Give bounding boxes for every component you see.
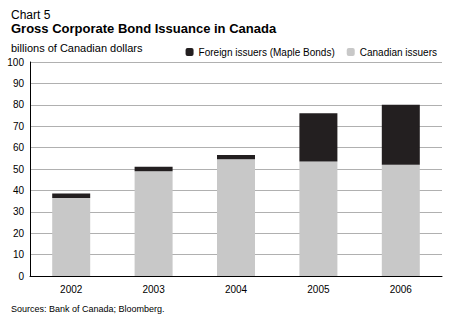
svg-text:40: 40 xyxy=(13,185,25,196)
svg-text:30: 30 xyxy=(13,206,25,217)
svg-text:Sources: Bank of Canada; Bloom: Sources: Bank of Canada; Bloomberg. xyxy=(11,304,165,314)
svg-text:20: 20 xyxy=(13,228,25,239)
svg-text:Foreign issuers (Maple Bonds): Foreign issuers (Maple Bonds) xyxy=(199,47,335,58)
svg-text:2005: 2005 xyxy=(307,284,330,295)
svg-text:50: 50 xyxy=(13,164,25,175)
svg-text:2006: 2006 xyxy=(390,284,413,295)
svg-text:2003: 2003 xyxy=(142,284,165,295)
svg-text:70: 70 xyxy=(13,121,25,132)
svg-text:2004: 2004 xyxy=(225,284,248,295)
svg-text:billions of Canadian dollars: billions of Canadian dollars xyxy=(11,42,143,54)
svg-text:90: 90 xyxy=(13,78,25,89)
svg-text:10: 10 xyxy=(13,249,25,260)
svg-text:Canadian issuers: Canadian issuers xyxy=(360,47,437,58)
svg-text:60: 60 xyxy=(13,142,25,153)
svg-text:2002: 2002 xyxy=(60,284,83,295)
svg-text:Chart 5: Chart 5 xyxy=(11,8,51,22)
svg-text:80: 80 xyxy=(13,99,25,110)
svg-text:100: 100 xyxy=(7,57,24,68)
svg-text:0: 0 xyxy=(18,271,24,282)
svg-text:Gross Corporate Bond Issuance: Gross Corporate Bond Issuance in Canada xyxy=(11,21,277,36)
